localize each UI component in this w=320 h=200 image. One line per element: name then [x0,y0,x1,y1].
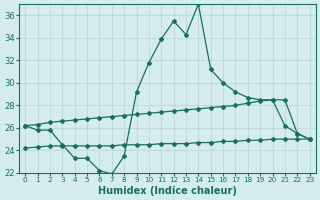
X-axis label: Humidex (Indice chaleur): Humidex (Indice chaleur) [98,186,237,196]
